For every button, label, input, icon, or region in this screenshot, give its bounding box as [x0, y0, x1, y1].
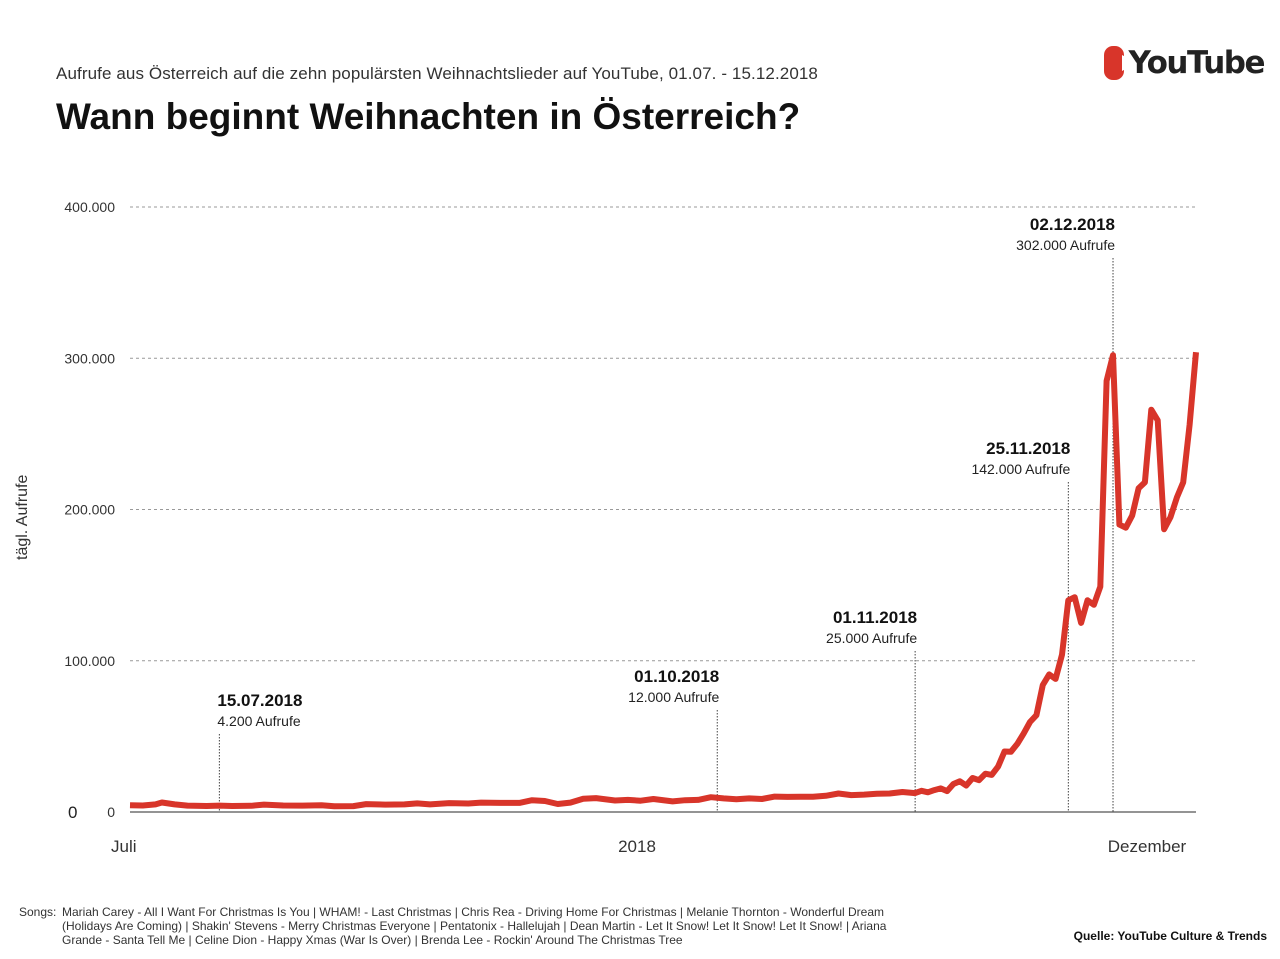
annotation-value: 25.000 Aufrufe	[826, 630, 917, 646]
youtube-logo-text: YouTube	[1128, 45, 1266, 81]
views-series-line	[129, 351, 1199, 810]
y-tick-label: 300.000	[64, 350, 115, 366]
annotation-date: 02.12.2018	[1030, 215, 1115, 234]
songs-label: Songs:	[19, 905, 57, 919]
annotation-date: 15.07.2018	[217, 691, 302, 710]
y-tick-label: 0	[107, 804, 115, 820]
chart-title: Wann beginnt Weihnachten in Österreich?	[56, 96, 801, 137]
songs-list: Mariah Carey - All I Want For Christmas …	[62, 905, 887, 947]
chart-subtitle: Aufrufe aus Österreich auf die zehn popu…	[56, 64, 818, 83]
youtube-logo: YouTube	[1104, 38, 1266, 88]
x-tick-label: Juli	[111, 837, 137, 856]
annotation-value: 12.000 Aufrufe	[628, 689, 719, 705]
annotation-date: 25.11.2018	[986, 439, 1070, 458]
source-note: Quelle: YouTube Culture & Trends	[1073, 929, 1267, 943]
zero-label: 0	[68, 803, 78, 822]
annotation-date: 01.11.2018	[833, 608, 917, 627]
annotation-value: 142.000 Aufrufe	[971, 461, 1070, 477]
annotation-value: 4.200 Aufrufe	[217, 713, 301, 729]
play-icon	[1104, 46, 1137, 80]
y-tick-label: 100.000	[64, 653, 115, 669]
x-tick-label: 2018	[618, 837, 656, 856]
annotation-value: 302.000 Aufrufe	[1016, 237, 1115, 253]
y-tick-label: 400.000	[64, 199, 115, 215]
annotation-date: 01.10.2018	[634, 667, 719, 686]
x-tick-label: Dezember	[1108, 837, 1187, 856]
y-tick-label: 200.000	[64, 502, 115, 518]
